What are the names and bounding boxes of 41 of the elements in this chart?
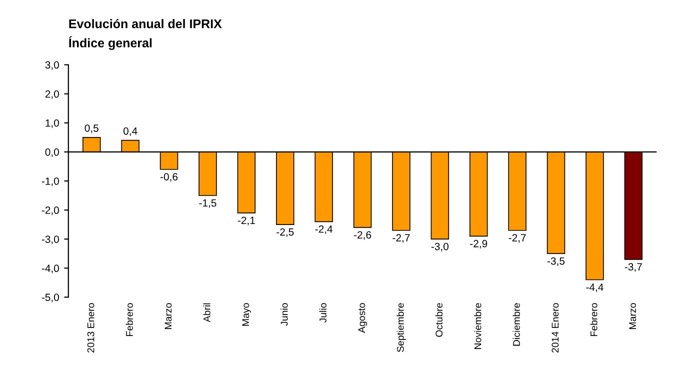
x-tick-label: Septiembre [396, 303, 406, 352]
x-tick-label: 2013 Enero [87, 303, 94, 353]
y-tick-label: -4,0 [42, 264, 59, 274]
y-tick-label: -1,0 [42, 177, 59, 186]
data-label: -2,7 [508, 234, 526, 243]
y-tick-label: -3,0 [42, 236, 59, 244]
data-label: -1,5 [199, 199, 216, 208]
data-label: -2,7 [392, 234, 410, 243]
x-tick-label: Diciembre [512, 303, 520, 346]
x-tick-label: 2014 Enero [552, 303, 559, 353]
data-label: -3,7 [624, 263, 642, 272]
x-tick-label: Febrero [126, 303, 133, 336]
chart-title: Evolución anual del IPRIX [69, 18, 222, 28]
y-tick-label: -2,0 [42, 206, 59, 216]
x-tick-label: Julio [319, 303, 326, 323]
chart-subtitle: Índice general [69, 36, 152, 50]
y-tick-label: 2,0 [45, 90, 59, 99]
data-label: -4,4 [586, 284, 604, 292]
x-tick-label: Junio [280, 303, 288, 326]
data-label: -2,9 [470, 240, 488, 249]
y-tick-label: -5,0 [42, 294, 59, 302]
data-label: -3,5 [548, 257, 565, 266]
x-tick-label: Mayo [242, 303, 251, 326]
data-label: -2,4 [315, 225, 332, 234]
data-label: -2,5 [276, 228, 294, 237]
x-tick-label: Octubre [435, 303, 443, 337]
x-tick-label: Agosto [358, 303, 368, 333]
y-tick-label: 1,0 [46, 119, 59, 128]
data-label: -2,1 [238, 216, 255, 226]
x-tick-label: Noviembre [474, 303, 482, 349]
data-label: -2,6 [354, 231, 372, 240]
x-tick-label: Febrero [590, 303, 598, 336]
y-tick-label: 0,0 [45, 148, 59, 158]
y-tick-label: 3,0 [45, 61, 59, 70]
x-tick-label: Marzo [629, 303, 636, 329]
data-label: -0,6 [160, 173, 178, 182]
x-tick-label: Abril [203, 303, 210, 322]
data-label: -3,0 [431, 242, 448, 252]
data-label: 0,5 [84, 124, 98, 134]
x-tick-label: Marzo [164, 303, 172, 329]
data-label: 0,4 [123, 127, 138, 136]
